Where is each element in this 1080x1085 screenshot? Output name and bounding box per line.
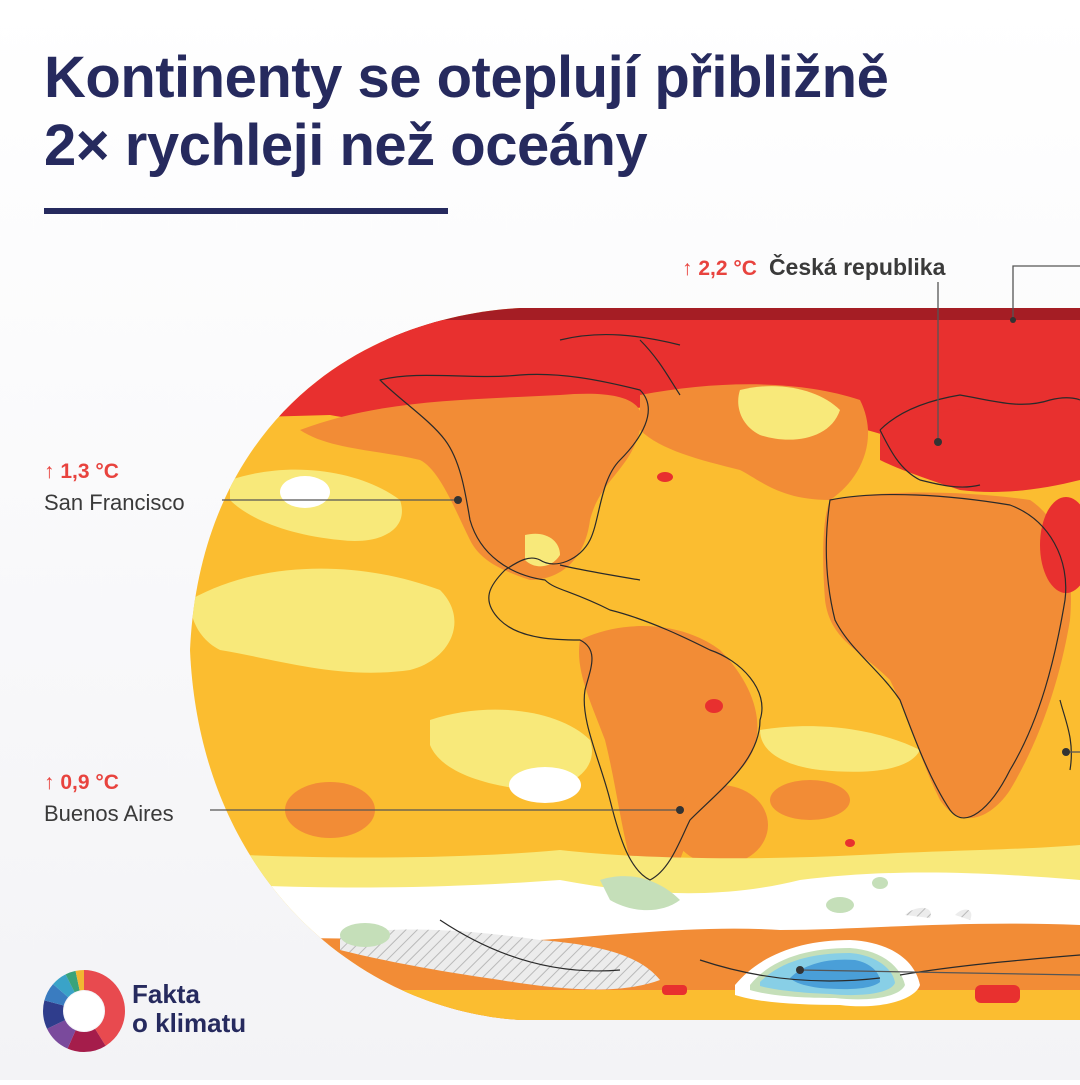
- africa-coast: [825, 493, 1067, 819]
- brand-name-line-2: o klimatu: [132, 1008, 247, 1038]
- madagascar-coast: [1059, 699, 1072, 771]
- coastlines: [379, 333, 1080, 982]
- callout-sf-place: San Francisco: [44, 490, 185, 515]
- red-spot-3: [845, 839, 855, 847]
- antarctic-line: [799, 969, 1080, 976]
- callout-buenos-aires: ↑ 0,9 °C Buenos Aires: [44, 767, 174, 829]
- americas-coast: [379, 373, 763, 881]
- cooling-blue: [790, 959, 880, 990]
- callout-czech-place: Česká republika: [768, 254, 946, 280]
- cz-dot: [934, 438, 942, 446]
- cz-dot-2: [1010, 317, 1016, 323]
- green-patch-3: [826, 897, 854, 913]
- hatched-small-1: [905, 907, 931, 918]
- page-title: Kontinenty se oteplují přibližně 2× rych…: [44, 44, 889, 180]
- south-atlantic-orange: [672, 785, 768, 865]
- ba-dot: [676, 806, 684, 814]
- pacific-yellow-1: [190, 568, 455, 673]
- green-patch-2: [340, 923, 390, 947]
- callout-sf-delta: ↑ 1,3 °C: [44, 460, 119, 483]
- callout-dots: [454, 317, 1070, 974]
- red-spot-1: [657, 472, 673, 482]
- atlantic-yellow: [760, 726, 920, 772]
- antarctic-coast-amber: [190, 990, 1080, 1020]
- greenland-coast: [559, 333, 681, 396]
- africa-orange: [823, 492, 1071, 819]
- brand-name: Fakta o klimatu: [132, 980, 246, 1038]
- callout-ba-delta: ↑ 0,9 °C: [44, 771, 119, 794]
- brand-name-line-1: Fakta: [132, 979, 200, 1009]
- middle-east-red: [1040, 497, 1080, 593]
- antarctic-dot: [796, 966, 804, 974]
- pacific-white-spot: [280, 476, 330, 508]
- title-line-1: Kontinenty se oteplují přibližně: [44, 45, 889, 110]
- south-pacific-white: [509, 767, 581, 803]
- south-atlantic-orange-2: [770, 780, 850, 820]
- red-spot-south: [975, 985, 1020, 1003]
- sf-dot: [454, 496, 462, 504]
- south-america-orange: [579, 626, 758, 875]
- brand-logo-icon: [43, 970, 125, 1052]
- callout-czech: ↑ 2,2 °C Česká republika: [682, 254, 945, 281]
- title-underline: [44, 208, 448, 214]
- title-line-2: 2× rychleji než oceány: [44, 113, 648, 178]
- caribbean-coast: [559, 564, 641, 581]
- hatched-low-confidence: [340, 929, 660, 990]
- cz-line-right: [1012, 265, 1080, 318]
- north-america-orange: [300, 393, 642, 580]
- hatched-small-2: [955, 909, 972, 920]
- callout-lines: [210, 265, 1080, 976]
- callout-ba-place: Buenos Aires: [44, 801, 174, 826]
- callout-czech-delta: ↑ 2,2 °C: [682, 257, 757, 280]
- madagascar-dot: [1062, 748, 1070, 756]
- red-spot-2: [705, 699, 723, 713]
- anomaly-field: [190, 308, 1080, 1020]
- europe-coast: [879, 394, 1080, 488]
- green-patch-1: [600, 876, 680, 911]
- green-patch-4: [872, 877, 888, 889]
- north-atlantic-yellow: [738, 386, 840, 440]
- europe-red: [880, 406, 1080, 492]
- callout-san-francisco: ↑ 1,3 °C San Francisco: [44, 456, 185, 518]
- red-spot-south-2: [662, 985, 687, 995]
